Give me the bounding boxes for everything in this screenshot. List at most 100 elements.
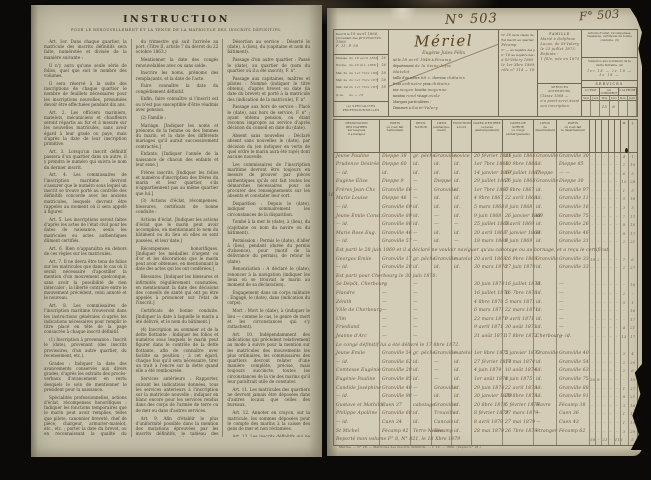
cell-lieu-desarmement: id.	[534, 316, 557, 325]
table-row: Reporté mon volume F° 8, N° 821, le 18 X…	[334, 436, 637, 446]
cell-duree-jours: 5	[631, 187, 634, 193]
cell-mark: -	[602, 402, 609, 411]
cell-duree-mois: 5	[621, 299, 629, 308]
cell-mark: -	[602, 170, 609, 179]
cell-port-desarmement: — id.	[557, 333, 590, 343]
cell-port-desarmement: Granville 63	[557, 367, 590, 377]
cell-mark: -	[615, 230, 621, 239]
grade-date: du 18 avril 1866	[349, 55, 377, 60]
cell-mark: -	[596, 178, 603, 188]
services-subheader: Jours	[591, 96, 601, 101]
cell-date-sortie: 27 mars 1879	[503, 410, 538, 420]
cell-date-sortie: 19 juillet 1867	[503, 170, 540, 179]
cell-duree-jours: 6	[631, 256, 634, 262]
cell-duree-jours: 21	[629, 239, 636, 245]
cell-lieu-embarquement: id.	[432, 393, 452, 403]
cell-port-desarmement: Granville 46	[557, 230, 590, 239]
grade-number: 18	[376, 70, 386, 75]
field-label: Marques particulières :	[392, 100, 431, 105]
cell-mark: -	[596, 264, 603, 274]
cell-mark: 56	[590, 376, 597, 386]
instruction-page: INSTRUCTION POUR LE RENOUVELLEMENT ET LA…	[31, 5, 322, 457]
cell-fonction: novice	[452, 153, 472, 162]
famille-heading: FAMILLE	[549, 31, 571, 36]
table-row: Est parti le 28 juin 1869 et il a déclar…	[334, 247, 637, 257]
cell-mark: -	[609, 307, 615, 317]
cell-mark	[602, 342, 609, 351]
cell-lieu-desarmement: id.	[534, 324, 557, 334]
instruction-paragraph: Enfants. [Indiquer l'année de la naissan…	[135, 151, 219, 167]
famille-line: Lucas, de St-Valery,	[540, 41, 580, 46]
cell-fonction: —	[452, 221, 472, 231]
cell-duree-jours: 21	[629, 394, 636, 400]
cell-duree-mois: 2	[621, 264, 629, 274]
cell-destination: id.	[411, 376, 432, 386]
cell-mark: -	[615, 419, 621, 428]
cell-destination: —	[411, 324, 432, 334]
cell-duree-jours: 20	[629, 359, 636, 365]
cell-mark: -	[609, 161, 615, 171]
services-subheader: Jours	[609, 96, 619, 101]
cell-mark	[609, 342, 615, 351]
cell-date-entree: 14 janvier 1867	[472, 170, 512, 179]
cell-lieu-embarquement	[432, 333, 452, 343]
cell-duree-mois: 1	[621, 385, 629, 394]
cell-lieu-desarmement: Granville	[534, 153, 558, 162]
cell-lieu-desarmement: id.	[534, 204, 557, 214]
inscription-box: N° 36 de la classe de 1868. Est inscrit …	[498, 30, 537, 116]
cell-mark: -	[602, 195, 609, 205]
cell-date-sortie: 27 mai 1879	[503, 419, 535, 428]
cell-destination: —	[411, 281, 432, 291]
cell-lieu-desarmement: id.	[534, 238, 557, 248]
cell-destination: gr. pêche	[411, 153, 435, 162]
cell-ship: St Michel	[334, 428, 380, 437]
cell-destination: id.	[411, 264, 432, 274]
cell-date-sortie: 16 juillet 1870	[503, 281, 540, 291]
cell-lieu-embarquement: Granville	[432, 153, 456, 162]
cell-mark: -	[615, 376, 621, 386]
cell-mark: -	[596, 195, 603, 205]
instruction-paragraph: Passage aux hors de service : Placé le (…	[227, 104, 311, 131]
cell-port-armement: Dieppe 60	[380, 161, 411, 171]
cell-port-armement: —	[380, 333, 411, 343]
cell-destination: id.	[411, 213, 432, 222]
cell-mark: -	[590, 359, 597, 368]
cell-destination	[411, 273, 432, 282]
field-value: ovale	[428, 93, 440, 99]
provenance-grades-box: Inscrit le 18 avril 1866, provenant des …	[334, 30, 388, 116]
cell-fonction: —	[452, 238, 472, 248]
cell-date-entree: 27 février 1874	[472, 359, 511, 368]
cell-port-armement: Granville 48	[380, 385, 412, 394]
cell-port-desarmement: Caen 43	[557, 419, 590, 428]
cell-port-desarmement: Granville 40	[557, 350, 590, 360]
cell-date-sortie: 8 juin 1869	[503, 238, 534, 248]
cell-port-armement	[380, 436, 411, 446]
cell-duree-jours: 17	[629, 213, 636, 219]
cell-mark	[596, 273, 603, 282]
cell-date-entree: 1er 7bre 1866	[472, 161, 508, 171]
cell-port-armement: Dieppe 9	[380, 178, 411, 188]
cell-mark: -	[602, 281, 609, 291]
table-row: Eugénie Pauline Granville 85 id. — id. 1er ao…	[334, 376, 637, 386]
cell-mark: -	[615, 153, 621, 162]
cell-mark: -	[609, 393, 615, 403]
instruction-paragraph: Enfin, faire connaître si l'inscrit est …	[135, 96, 219, 112]
cell-duree-mois: 2	[621, 359, 629, 368]
cell-date-sortie	[503, 436, 534, 446]
instruction-paragraph: Grades : Indiquer la date des avancement…	[44, 360, 127, 392]
cell-lieu-desarmement: id.	[534, 376, 557, 386]
cell-lieu-embarquement	[432, 436, 452, 446]
cell-mark: -	[602, 299, 609, 308]
cell-mark: -	[602, 230, 609, 239]
services-summary-table: SERVICES À L'ÉTAT AU COMMERCE À LA PÊCHE M…	[582, 81, 637, 116]
provenance-label: Inscrit le	[336, 31, 350, 36]
cell-destination: gr. pêche	[411, 256, 435, 265]
instruction-paragraph: Tombé à la mer le (date), à (lieu), du (…	[227, 219, 311, 235]
instruction-paragraph: Art. 3. Lorsqu'un inscrit définitif pass…	[44, 148, 127, 170]
cell-port-desarmement: Fécamp 38	[557, 402, 590, 411]
field-label: au registre des définitifs	[511, 52, 535, 57]
cell-port-desarmement: Caen 36	[557, 410, 590, 420]
cell-port-armement: —	[380, 290, 411, 300]
table-row: Jeune Émile Granville 54 gr. pêche Granvill…	[334, 350, 637, 360]
cell-date-sortie	[503, 247, 534, 257]
